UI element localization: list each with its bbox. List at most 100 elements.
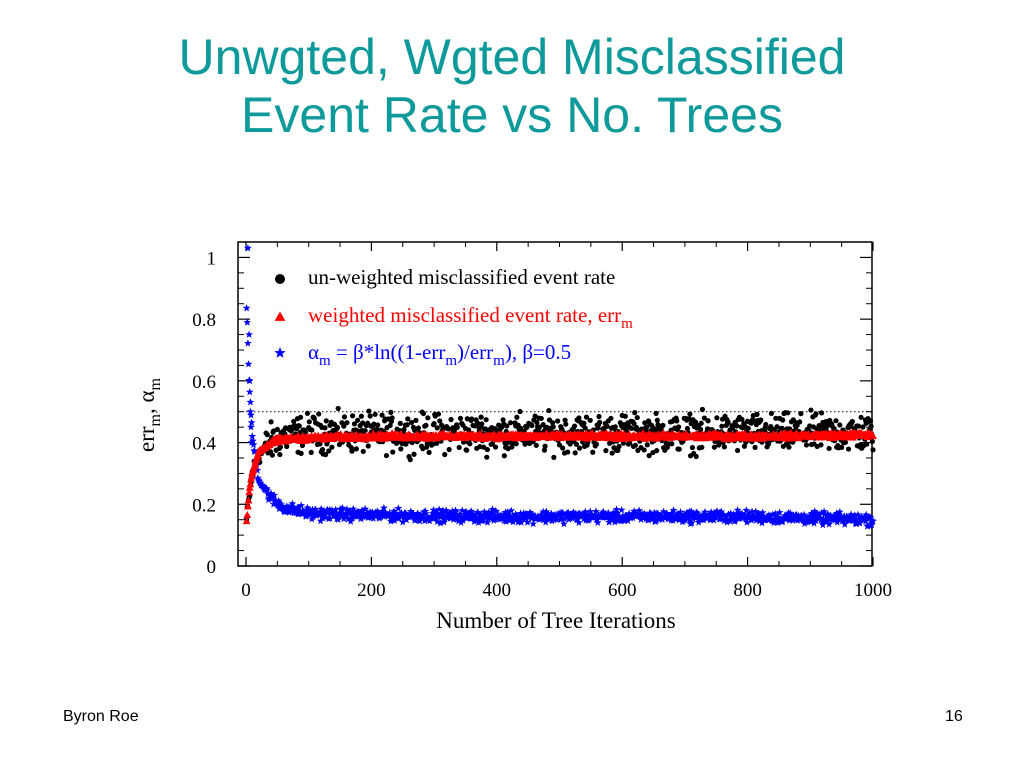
- data-point: [360, 448, 366, 455]
- data-point: [311, 415, 317, 422]
- x-tick-label: 800: [733, 580, 762, 601]
- data-point: [856, 519, 864, 527]
- data-point: [593, 441, 600, 447]
- data-point: [687, 411, 693, 417]
- data-point: [616, 514, 625, 522]
- data-point: [503, 508, 512, 516]
- data-point: [866, 513, 875, 521]
- data-point: [367, 413, 373, 419]
- data-point: [719, 511, 728, 519]
- data-point: [572, 450, 578, 456]
- data-point: [546, 407, 552, 414]
- data-point: [317, 504, 326, 513]
- data-point: [741, 443, 748, 449]
- data-point: [676, 446, 682, 452]
- data-point: [758, 417, 764, 423]
- data-point: [523, 510, 531, 518]
- data-point: [317, 441, 323, 447]
- data-point: [415, 425, 422, 431]
- data-point: [538, 512, 547, 520]
- data-point: [817, 508, 826, 517]
- data-point: [304, 505, 312, 514]
- data-point: [642, 514, 651, 522]
- data-point: [630, 507, 638, 515]
- data-point: [245, 376, 254, 385]
- data-point: [833, 418, 839, 424]
- data-point: [529, 422, 535, 429]
- data-point: [722, 515, 731, 523]
- data-point: [681, 516, 690, 524]
- data-point: [440, 518, 448, 526]
- data-point: [504, 423, 510, 429]
- data-point: [653, 410, 659, 416]
- data-point: [674, 418, 680, 424]
- data-point: [710, 508, 719, 517]
- data-point: [434, 440, 440, 446]
- data-point: [457, 415, 464, 421]
- data-point: [734, 423, 740, 429]
- data-point: [669, 441, 675, 447]
- data-point: [608, 511, 617, 520]
- data-point: [436, 519, 445, 527]
- legend-label-sub: m: [445, 353, 457, 369]
- data-point: [663, 510, 672, 518]
- data-point: [277, 444, 284, 450]
- data-point: [244, 496, 253, 504]
- data-point: [287, 502, 296, 510]
- data-point: [676, 508, 685, 516]
- data-point: [817, 516, 825, 524]
- axis-ticks-group: 0 200 400 600 800 1000 0 0.2 0.4 0.6 0.8 1: [192, 242, 892, 601]
- data-point: [407, 457, 413, 463]
- data-point: [803, 442, 810, 448]
- data-point: [564, 508, 573, 517]
- data-point: [596, 413, 602, 420]
- data-point: [526, 508, 534, 516]
- data-point: [858, 414, 864, 420]
- data-point: [332, 509, 341, 517]
- data-point: [786, 444, 792, 450]
- data-point: [488, 505, 497, 513]
- data-point: [334, 424, 341, 431]
- data-point: [830, 512, 839, 520]
- data-point: [706, 516, 715, 524]
- data-point: [404, 422, 410, 428]
- data-point: [316, 411, 322, 417]
- data-point: [571, 423, 578, 429]
- data-point: [331, 505, 340, 513]
- y-tick-label: 0.6: [192, 372, 216, 393]
- data-point: [378, 507, 387, 515]
- data-point: [242, 517, 251, 525]
- data-point: [586, 507, 595, 515]
- data-point: [573, 514, 582, 522]
- data-point: [346, 507, 354, 515]
- data-point: [739, 416, 745, 423]
- y-tick-label: 0.2: [192, 495, 216, 516]
- data-point: [407, 507, 415, 515]
- data-point: [482, 509, 491, 518]
- data-point: [547, 509, 556, 517]
- data-point: [348, 514, 357, 522]
- data-point: [323, 418, 329, 424]
- data-point: [444, 513, 452, 521]
- data-point: [480, 507, 489, 516]
- data-point: [508, 512, 517, 520]
- data-point: [823, 515, 832, 524]
- data-point: [581, 507, 590, 516]
- data-point: [755, 517, 764, 525]
- data-point: [244, 339, 252, 347]
- data-point: [546, 514, 554, 522]
- data-point: [778, 517, 787, 525]
- data-point: [840, 520, 849, 528]
- series-triangle: [242, 428, 877, 525]
- data-point: [697, 426, 704, 433]
- data-point: [676, 424, 682, 430]
- data-point: [745, 509, 754, 517]
- data-point: [839, 444, 845, 450]
- data-point: [854, 510, 862, 519]
- data-point: [292, 508, 300, 517]
- data-point: [358, 413, 364, 419]
- data-point: [483, 518, 492, 526]
- data-point: [435, 505, 443, 513]
- data-point: [401, 427, 407, 433]
- data-point: [269, 452, 275, 458]
